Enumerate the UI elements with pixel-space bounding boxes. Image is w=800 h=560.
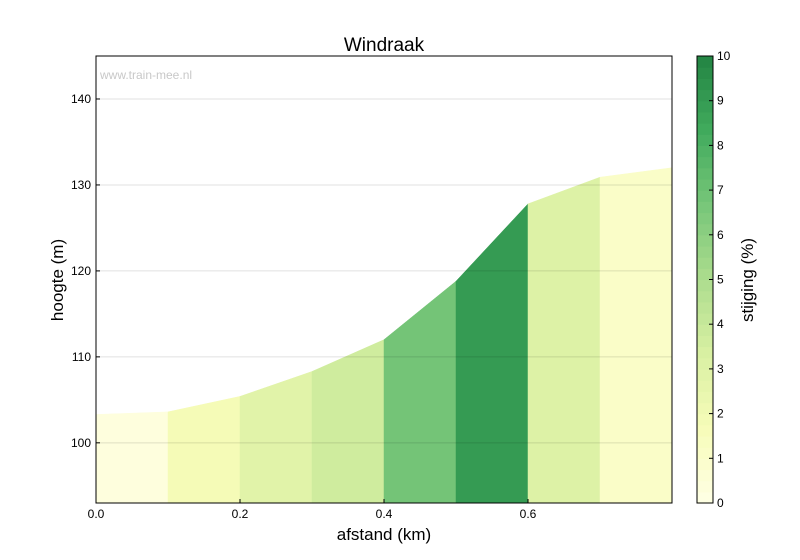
colorbar-band xyxy=(697,89,713,102)
colorbar-band xyxy=(697,111,713,124)
colorbar-band xyxy=(697,234,713,247)
colorbar-band xyxy=(697,156,713,169)
colorbar-label: stijging (%) xyxy=(738,238,757,322)
profile-segment xyxy=(455,203,529,504)
colorbar-band xyxy=(697,167,713,180)
colorbar-band xyxy=(697,391,713,404)
colorbar-band xyxy=(697,123,713,135)
y-axis-ticks: 100 110 120 130 140 xyxy=(71,92,100,450)
colorbar: 0 1 2 3 4 5 6 7 8 9 10 stijging (%) xyxy=(696,49,757,510)
x-tick-label: 0.6 xyxy=(520,507,537,521)
colorbar-band xyxy=(697,134,713,146)
colorbar-band xyxy=(697,67,713,79)
colorbar-tick-label: 3 xyxy=(717,362,724,376)
x-tick-label: 0.4 xyxy=(376,507,393,521)
colorbar-band xyxy=(697,447,713,459)
colorbar-band xyxy=(697,335,713,348)
colorbar-tick-label: 0 xyxy=(717,496,724,510)
watermark: www.train-mee.nl xyxy=(99,68,192,82)
profile-segment xyxy=(599,167,673,504)
colorbar-band xyxy=(697,56,713,68)
colorbar-band xyxy=(697,413,713,426)
colorbar-band xyxy=(697,491,713,504)
colorbar-tick-label: 8 xyxy=(717,138,724,152)
colorbar-tick-label: 10 xyxy=(717,49,731,63)
x-axis-label: afstand (km) xyxy=(337,525,431,544)
x-axis-ticks: 0.0 0.2 0.4 0.6 xyxy=(88,499,537,521)
profile-segment xyxy=(95,411,169,504)
colorbar-band xyxy=(697,301,713,314)
x-tick-label: 0.2 xyxy=(232,507,249,521)
colorbar-tick-label: 7 xyxy=(717,183,724,197)
profile-segment xyxy=(311,339,385,504)
y-tick-label: 110 xyxy=(72,350,91,364)
profile-segment xyxy=(239,371,313,504)
y-tick-label: 140 xyxy=(71,92,91,106)
colorbar-band xyxy=(697,424,713,437)
chart-title: Windraak xyxy=(344,35,425,56)
colorbar-ticks: 0 1 2 3 4 5 6 7 8 9 10 xyxy=(709,49,731,510)
profile-segments xyxy=(95,167,673,504)
colorbar-band xyxy=(697,290,713,303)
profile-segment xyxy=(383,280,457,504)
colorbar-band xyxy=(697,435,713,448)
colorbar-band xyxy=(697,380,713,392)
gridlines xyxy=(96,98,672,444)
y-axis-label: hoogte (m) xyxy=(48,239,67,321)
colorbar-band xyxy=(697,402,713,415)
colorbar-band xyxy=(697,245,713,258)
colorbar-tick-label: 1 xyxy=(717,451,724,465)
y-tick-label: 100 xyxy=(71,436,91,450)
colorbar-band xyxy=(697,100,713,113)
colorbar-band xyxy=(697,480,713,493)
colorbar-band xyxy=(697,201,713,214)
colorbar-band xyxy=(697,324,713,336)
profile-segment xyxy=(527,176,601,504)
colorbar-band xyxy=(697,190,713,202)
x-tick-label: 0.0 xyxy=(88,507,105,521)
colorbar-band xyxy=(697,346,713,359)
colorbar-band xyxy=(697,469,713,482)
colorbar-band xyxy=(697,223,713,236)
colorbar-band xyxy=(697,368,713,381)
y-tick-label: 120 xyxy=(71,264,91,278)
colorbar-band xyxy=(697,279,713,292)
colorbar-band xyxy=(697,357,713,370)
colorbar-band xyxy=(697,78,713,91)
colorbar-band xyxy=(697,458,713,471)
colorbar-band xyxy=(697,313,713,325)
y-tick-label: 130 xyxy=(71,178,91,192)
colorbar-tick-label: 2 xyxy=(717,407,724,421)
colorbar-band xyxy=(697,145,713,158)
colorbar-bands xyxy=(697,56,713,504)
profile-segment xyxy=(167,396,241,504)
colorbar-band xyxy=(697,257,713,269)
colorbar-tick-label: 4 xyxy=(717,317,724,331)
colorbar-band xyxy=(697,268,713,281)
plot-area: www.train-mee.nl xyxy=(95,55,673,504)
colorbar-tick-label: 9 xyxy=(717,94,724,108)
colorbar-tick-label: 5 xyxy=(717,273,724,287)
colorbar-band xyxy=(697,212,713,225)
colorbar-band xyxy=(697,178,713,191)
colorbar-tick-label: 6 xyxy=(717,228,724,242)
